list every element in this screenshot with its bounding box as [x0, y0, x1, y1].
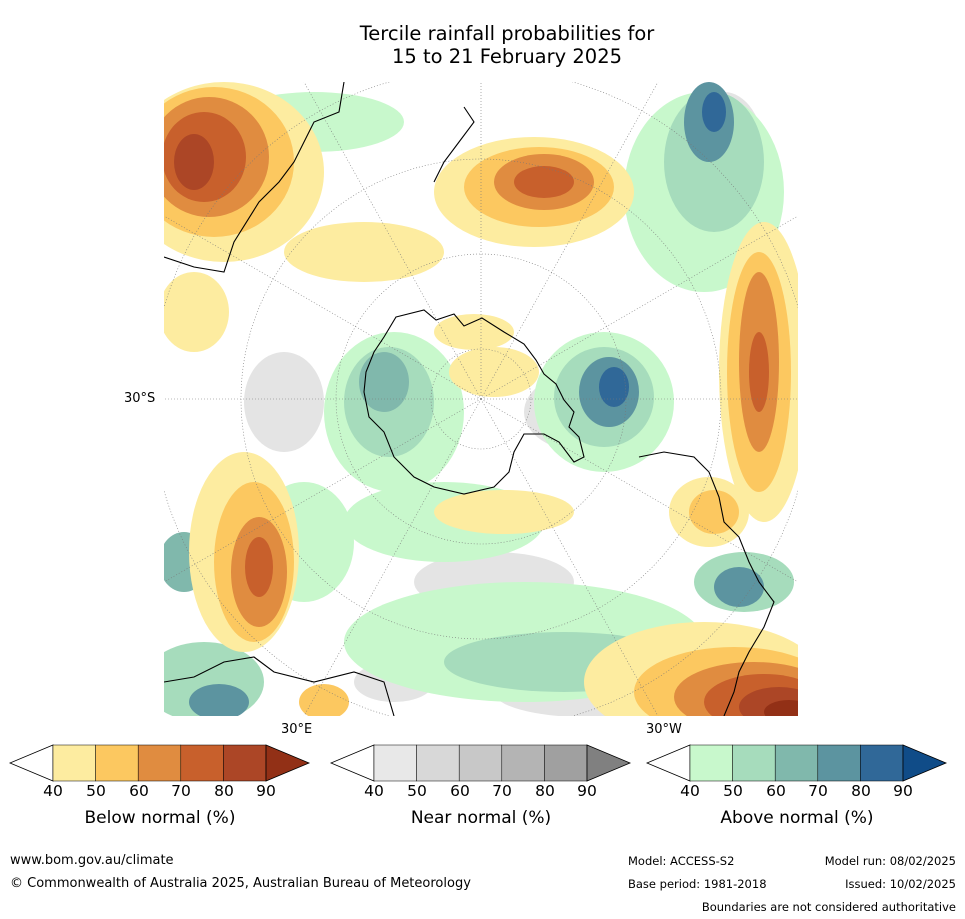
colorbar-segment-80 — [860, 744, 904, 782]
new-zealand-coastline — [433, 106, 475, 183]
probability-map — [164, 82, 798, 716]
colorbar-near-svg — [329, 744, 632, 782]
footer-base-period: Base period: 1981-2018 — [628, 877, 767, 891]
colorbar-below-ticks: 40 50 60 70 80 90 — [10, 782, 310, 802]
colorbar-segment-50 — [95, 744, 139, 782]
antarctica-coastline — [363, 309, 585, 495]
colorbar-near-label: Near normal (%) — [410, 808, 552, 828]
colorbar-under-triangle — [8, 744, 54, 782]
colorbar-segment-70 — [501, 744, 545, 782]
colorbar-segment-80 — [223, 744, 267, 782]
colorbar-below-svg — [8, 744, 311, 782]
cb-near-tick-90: 90 — [577, 782, 597, 800]
colorbar-segment-40 — [52, 744, 96, 782]
cb-above-tick-90: 90 — [893, 782, 913, 800]
cb-below-tick-70: 70 — [171, 782, 191, 800]
colorbar-near-normal — [329, 744, 632, 782]
colorbar-segment-50 — [416, 744, 460, 782]
cb-below-tick-50: 50 — [86, 782, 106, 800]
cb-above-tick-60: 60 — [766, 782, 786, 800]
footer-issued: Issued: 10/02/2025 — [845, 877, 956, 891]
colorbar-segment-70 — [817, 744, 861, 782]
above-normal-regions — [164, 82, 794, 716]
colorbar-segment-60 — [137, 744, 182, 782]
colorbar-above-normal — [645, 744, 948, 782]
footer-disclaimer: Boundaries are not considered authoritat… — [701, 900, 956, 914]
colorbar-above-svg — [645, 744, 948, 782]
south-america-coastline — [638, 451, 775, 716]
colorbar-segment-70 — [180, 744, 224, 782]
map-title: Tercile rainfall probabilities for 15 to… — [0, 22, 965, 68]
colorbar-over-triangle — [902, 744, 948, 782]
graticule — [164, 82, 798, 716]
colorbar-over-triangle — [586, 744, 632, 782]
cb-above-tick-50: 50 — [723, 782, 743, 800]
cb-near-tick-40: 40 — [364, 782, 384, 800]
colorbar-segment-50 — [732, 744, 776, 782]
cb-below-tick-80: 80 — [214, 782, 234, 800]
cb-near-tick-60: 60 — [450, 782, 470, 800]
lon-label-30e: 30°E — [281, 722, 313, 737]
cb-near-tick-70: 70 — [492, 782, 512, 800]
cb-below-tick-40: 40 — [43, 782, 63, 800]
colorbar-over-triangle — [265, 744, 311, 782]
colorbar-segment-40 — [689, 744, 733, 782]
colorbar-above-label: Above normal (%) — [720, 808, 874, 828]
cb-near-tick-80: 80 — [535, 782, 555, 800]
colorbar-under-triangle — [645, 744, 691, 782]
cb-above-tick-40: 40 — [680, 782, 700, 800]
colorbar-below-normal — [8, 744, 311, 782]
cb-above-tick-70: 70 — [808, 782, 828, 800]
colorbar-below-label: Below normal (%) — [84, 808, 236, 828]
colorbar-under-triangle — [329, 744, 375, 782]
colorbar-segment-60 — [774, 744, 819, 782]
title-line-2: 15 to 21 February 2025 — [391, 45, 623, 68]
cb-above-tick-80: 80 — [851, 782, 871, 800]
colorbar-segment-40 — [373, 744, 417, 782]
africa-coastline — [164, 656, 395, 716]
map-canvas — [164, 82, 798, 716]
cb-below-tick-60: 60 — [129, 782, 149, 800]
colorbar-segment-60 — [458, 744, 503, 782]
cb-near-tick-50: 50 — [407, 782, 427, 800]
lon-label-30w: 30°W — [646, 722, 682, 737]
footer-model: Model: ACCESS-S2 — [628, 854, 735, 868]
lat-label-30s: 30°S — [124, 391, 156, 406]
coastlines — [164, 82, 775, 716]
colorbar-segment-80 — [544, 744, 588, 782]
below-normal-regions — [164, 82, 798, 716]
cb-below-tick-90: 90 — [256, 782, 276, 800]
australia-coastline — [164, 82, 345, 273]
colorbar-near-ticks: 40 50 60 70 80 90 — [331, 782, 631, 802]
footer-website: www.bom.gov.au/climate — [10, 853, 174, 868]
footer-model-run: Model run: 08/02/2025 — [824, 854, 956, 868]
footer-copyright: © Commonwealth of Australia 2025, Austra… — [10, 876, 471, 891]
colorbar-above-ticks: 40 50 60 70 80 90 — [647, 782, 947, 802]
title-line-1: Tercile rainfall probabilities for — [359, 22, 655, 45]
